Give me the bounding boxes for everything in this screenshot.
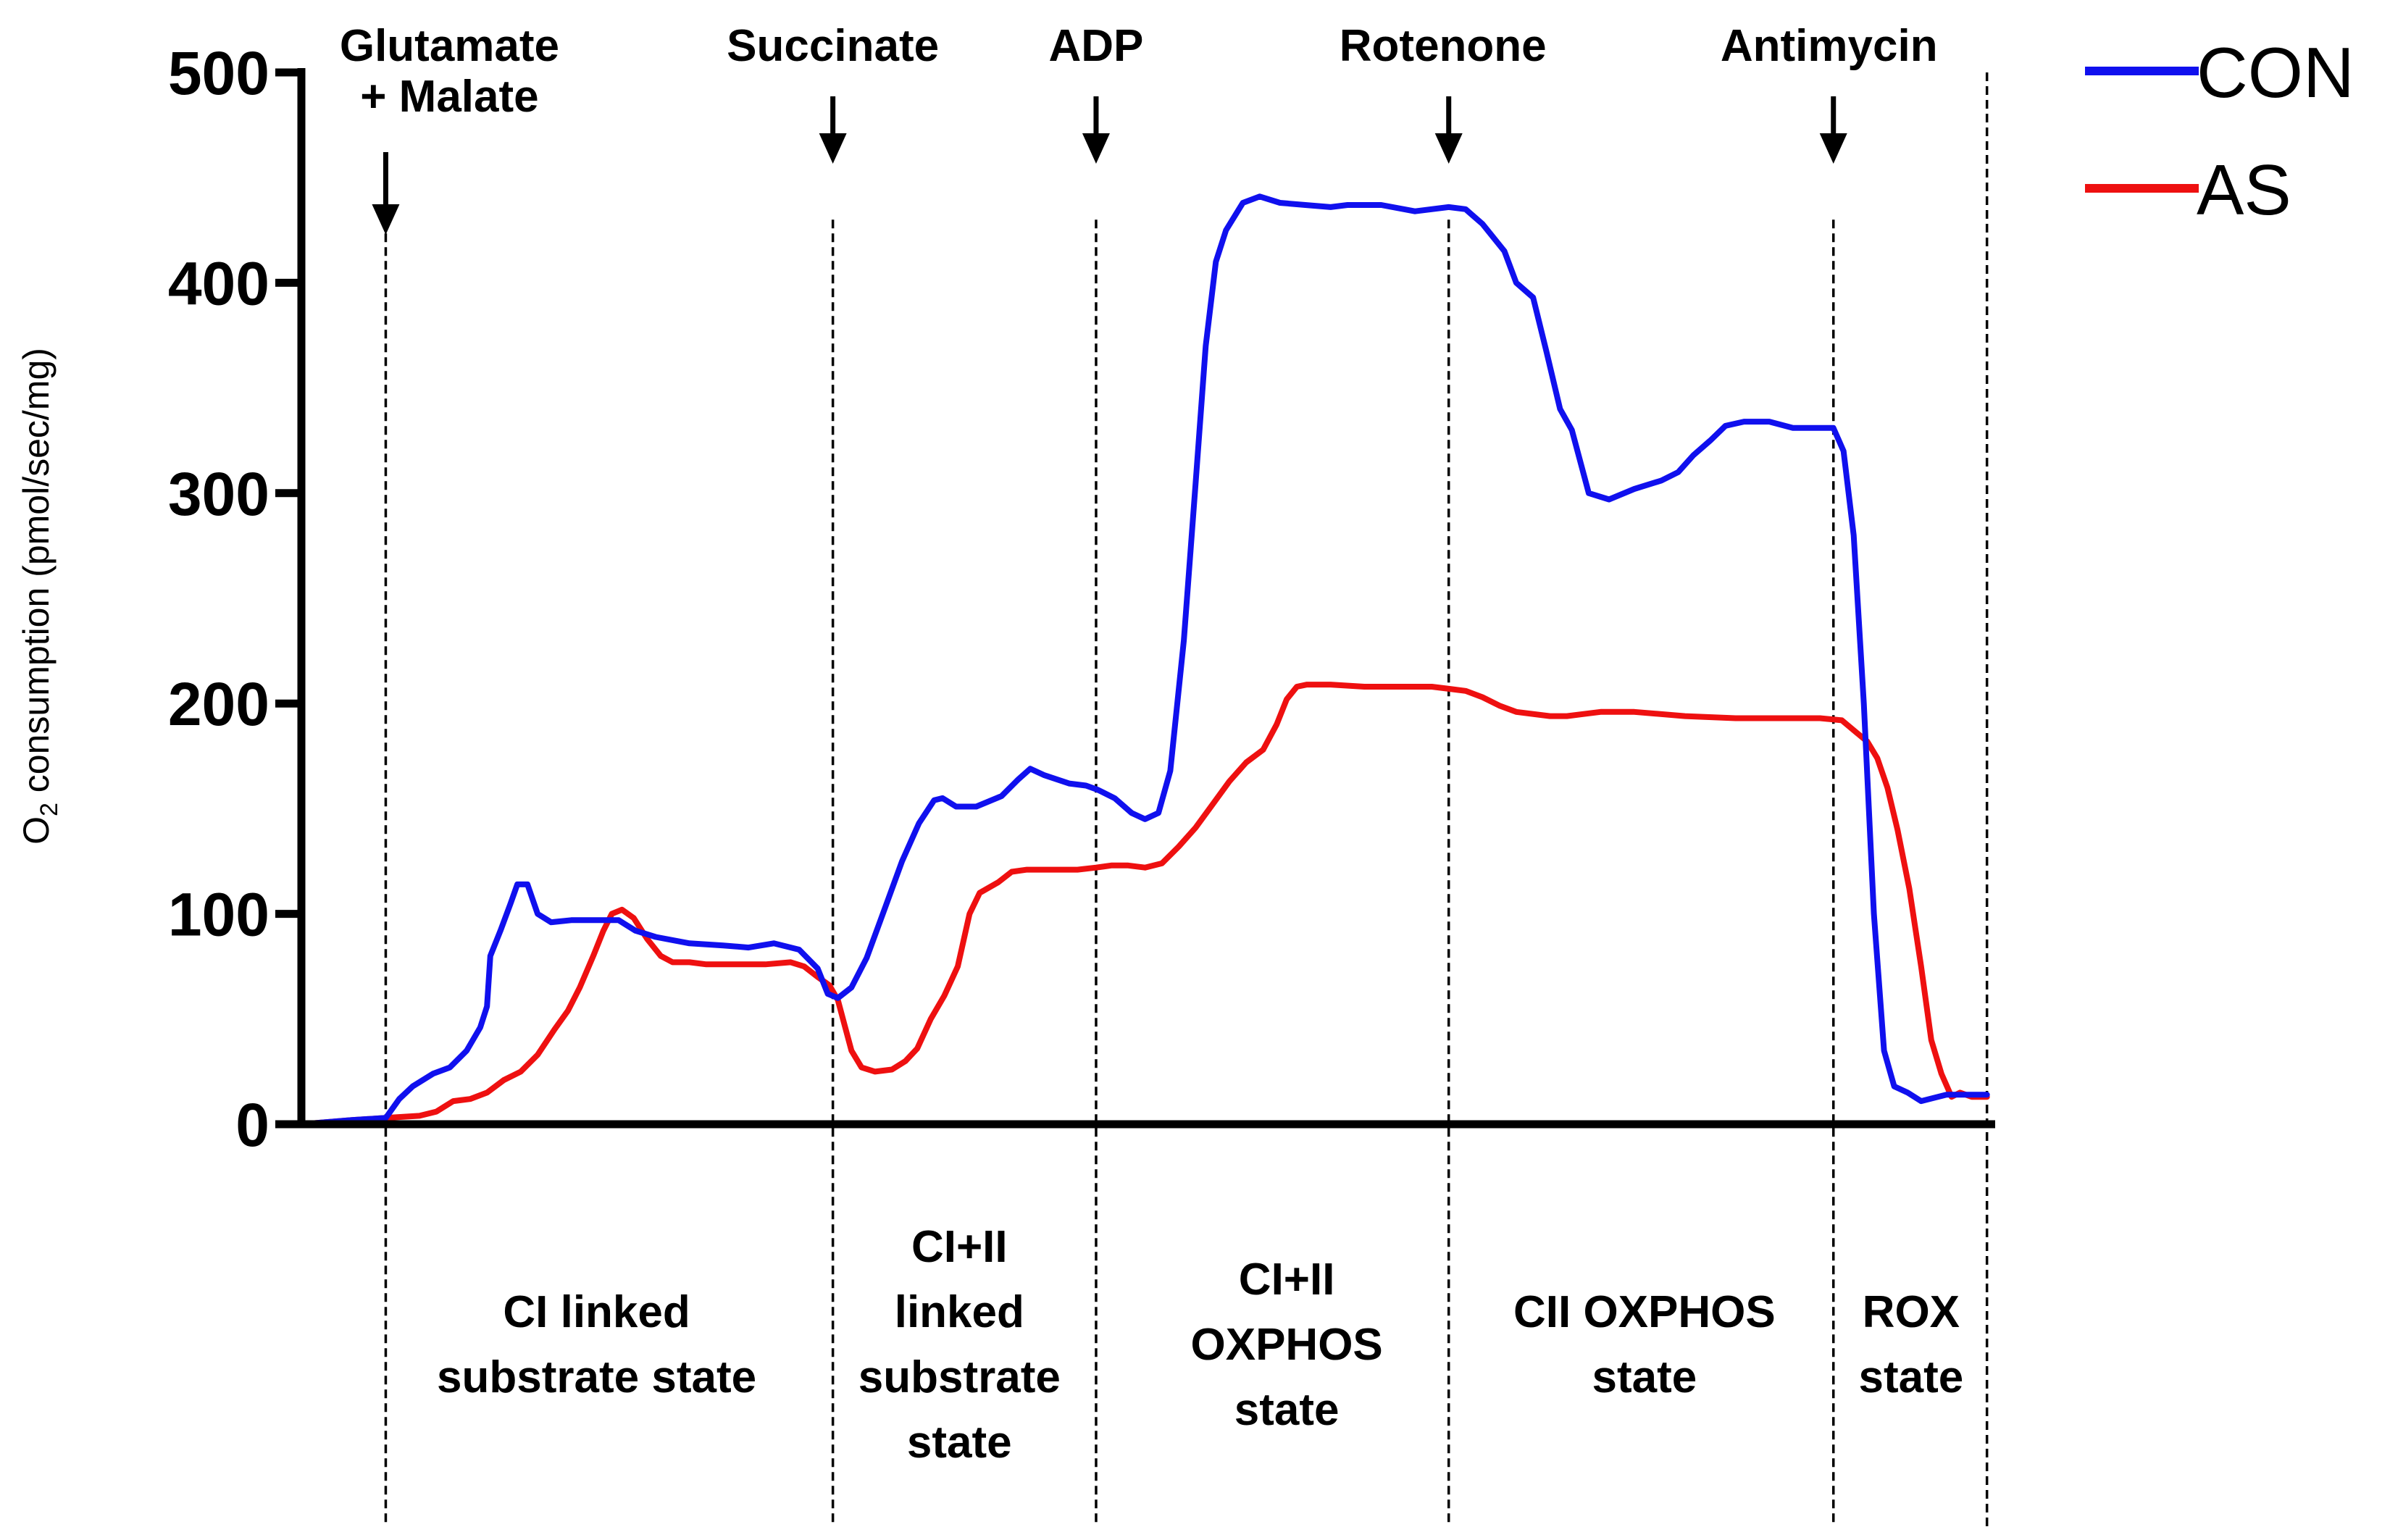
arrowhead-rotenone	[1434, 133, 1463, 164]
axes	[297, 68, 1995, 1129]
state-label-3: CI+II	[1239, 1255, 1335, 1305]
legend-label-con: CON	[2197, 33, 2355, 112]
event-labels: Glutamate+ Malate Succinate ADP Rotenone Ant…	[340, 21, 1938, 122]
state-label-1: substrate state	[437, 1352, 756, 1402]
y-tick-label-400: 400	[168, 249, 269, 317]
y-axis-title-subscript: 2	[35, 803, 63, 816]
event-label-glutamate-malate: + Malate	[360, 72, 538, 122]
event-label-adp: ADP	[1049, 21, 1144, 71]
event-label-antimycin: Antimycin	[1721, 21, 1938, 71]
arrowhead-antimycin	[1819, 133, 1847, 164]
arrowhead-glutamate-malate	[372, 204, 400, 235]
arrowhead-adp	[1082, 133, 1110, 164]
y-tick-label-100: 100	[168, 881, 269, 949]
state-label-2: substrate	[858, 1352, 1061, 1402]
y-axis-title: O2 consumption (pmol/sec/mg)	[16, 348, 63, 845]
y-axis-title-rest: consumption (pmol/sec/mg)	[16, 348, 57, 803]
legend: CON AS	[2085, 33, 2355, 230]
series-line-con	[298, 193, 1990, 1127]
state-label-2: CI+II	[911, 1222, 1008, 1272]
event-label-succinate: Succinate	[727, 21, 939, 71]
y-axis-title-prefix: O	[16, 816, 57, 845]
event-divider-lines	[384, 72, 1989, 1527]
y-tick-label-500: 500	[168, 39, 269, 107]
state-label-4: state	[1592, 1352, 1697, 1402]
event-label-glutamate-malate: Glutamate	[340, 21, 559, 71]
state-label-3: state	[1234, 1385, 1340, 1435]
state-label-5: ROX	[1863, 1287, 1960, 1337]
series-lines	[298, 193, 1990, 1127]
state-label-4: CII OXPHOS	[1513, 1287, 1776, 1337]
y-ticks: 0 100 200 300 400 500	[168, 39, 301, 1159]
event-label-rotenone: Rotenone	[1340, 21, 1547, 71]
y-tick-label-300: 300	[168, 460, 269, 528]
state-labels: CI linked substrate state CI+II linked subst…	[437, 1222, 1963, 1468]
state-label-2: state	[907, 1418, 1012, 1468]
state-label-3: OXPHOS	[1190, 1320, 1382, 1370]
state-label-1: CI linked	[503, 1287, 690, 1337]
state-label-5: state	[1858, 1352, 1963, 1402]
y-tick-label-0: 0	[235, 1091, 269, 1159]
series-line-as	[298, 682, 1990, 1127]
arrowhead-succinate	[819, 133, 847, 164]
y-tick-label-200: 200	[168, 670, 269, 738]
legend-label-as: AS	[2197, 150, 2291, 230]
state-label-2: linked	[895, 1287, 1024, 1337]
event-arrows	[372, 96, 1847, 235]
